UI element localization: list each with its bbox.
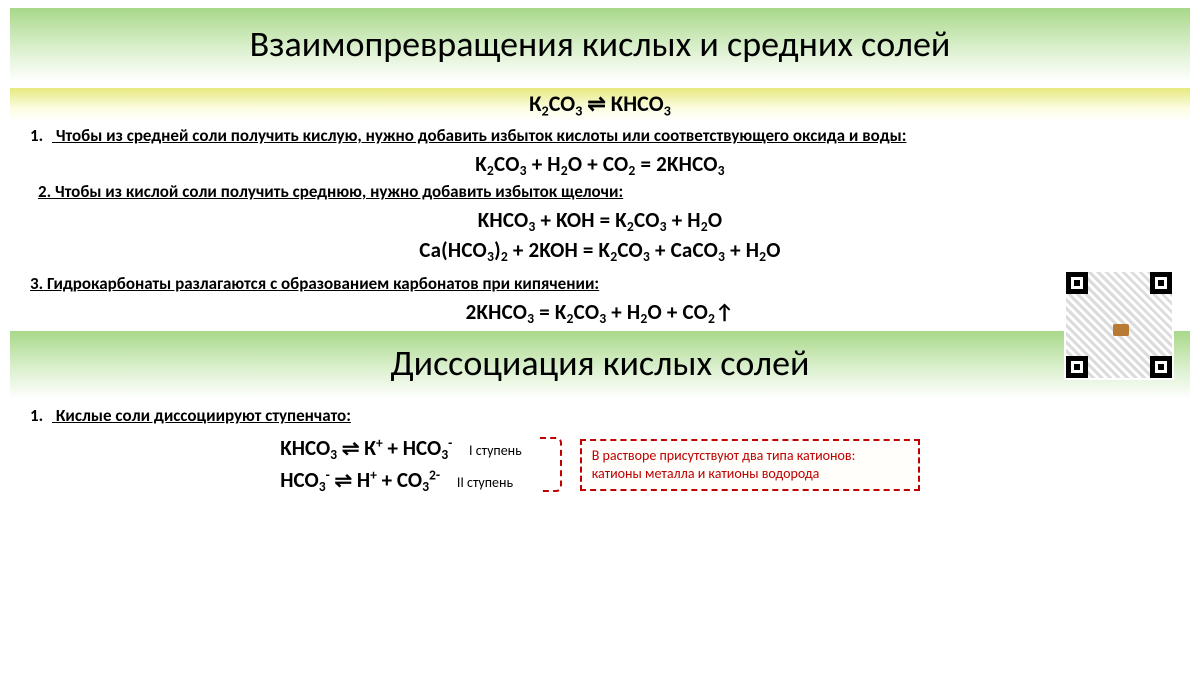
dissociation-equations: KHCO3 ⇌ К+ + HCO3- I ступень HCO3- ⇌ H+ … (280, 433, 521, 496)
equation-3: Ca(HCO3)2 + 2KOH = K2CO3 + CaCO3 + H2O (10, 237, 1190, 263)
point-2-num: 2. (38, 181, 51, 202)
point-1-num: 1. (30, 125, 52, 147)
point-4-text: Кислые соли диссоциируют ступенчато: (56, 405, 351, 426)
point-3-num: 3. (30, 273, 43, 294)
bracket-icon (540, 437, 562, 492)
point-4-num: 1. (30, 405, 52, 427)
sub-equation-banner: К2CO3 ⇌ КНСО3 (10, 88, 1190, 121)
title-banner-1: Взаимопревращения кислых и средних солей (10, 8, 1190, 82)
point-1: 1. Чтобы из средней соли получить кислую… (30, 125, 1190, 147)
equation-1: K2CO3 + H2O + CO2 = 2KHCO3 (10, 151, 1190, 177)
point-2-text: Чтобы из кислой соли получить среднюю, н… (55, 181, 623, 202)
content-block-2: 1. Кислые соли диссоциируют ступенчато: … (10, 405, 1190, 496)
point-3: 3. Гидрокарбонаты разлагаются с образова… (30, 273, 1190, 295)
step-2-label: II ступень (457, 474, 513, 491)
point-4: 1. Кислые соли диссоциируют ступенчато: (30, 405, 1190, 427)
note-box: В растворе присутствуют два типа катионо… (580, 439, 920, 491)
point-3-text: Гидрокарбонаты разлагаются с образование… (47, 273, 599, 294)
step-1-label: I ступень (469, 442, 522, 459)
point-2: 2. Чтобы из кислой соли получить среднюю… (38, 181, 1190, 203)
qr-code-icon (1064, 270, 1174, 380)
sub-eq-text: К2CO3 ⇌ КНСО3 (529, 90, 671, 117)
dissociation-row: KHCO3 ⇌ К+ + HCO3- I ступень HCO3- ⇌ H+ … (10, 433, 1190, 496)
dissoc-line-2: HCO3- ⇌ H+ + CO32- II ступень (280, 465, 521, 497)
equation-2: KHCO3 + KOH = K2CO3 + H2O (10, 207, 1190, 233)
content-block-1: 1. Чтобы из средней соли получить кислую… (10, 125, 1190, 325)
title-banner-2: Диссоциация кислых солей (10, 331, 1190, 399)
equation-4: 2KHCO3 = K2CO3 + H2O + CO2↑ (10, 299, 1190, 325)
point-1-text: Чтобы из средней соли получить кислую, н… (56, 125, 907, 146)
dissoc-line-1: KHCO3 ⇌ К+ + HCO3- I ступень (280, 433, 521, 465)
